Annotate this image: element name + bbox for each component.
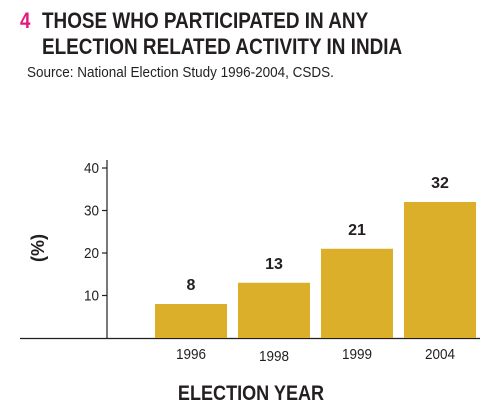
x-tick-label-2004: 2004	[425, 346, 455, 363]
chart-source: Source: National Election Study 1996-200…	[27, 64, 334, 81]
figure-number: 4	[20, 8, 31, 33]
bar-1996	[155, 304, 227, 338]
chart-title-line-1: THOSE WHO PARTICIPATED IN ANY	[42, 8, 369, 33]
y-tick-label: 40	[84, 160, 99, 177]
bar-2004	[404, 202, 476, 338]
data-label-2004: 32	[431, 175, 449, 192]
x-axis-title-text: ELECTION YEAR	[177, 382, 324, 405]
x-tick-label-1999: 1999	[342, 346, 372, 363]
y-axis-title: (%)	[28, 234, 48, 262]
title-row: 4 THOSE WHO PARTICIPATED IN ANY ELECTION…	[20, 8, 461, 60]
data-label-1998: 13	[265, 256, 283, 273]
data-label-1996: 8	[187, 277, 196, 294]
y-tick-label: 30	[84, 203, 99, 220]
chart-title-line-2: ELECTION RELATED ACTIVITY IN INDIA	[42, 34, 403, 59]
bar-1998	[238, 282, 310, 338]
data-label-1999: 21	[348, 222, 366, 239]
bar-1999	[321, 248, 393, 338]
y-tick-label: 20	[84, 245, 99, 262]
chart-header: 4 THOSE WHO PARTICIPATED IN ANY ELECTION…	[20, 8, 461, 60]
x-tick-label-1998: 1998	[259, 348, 289, 365]
chart-title: THOSE WHO PARTICIPATED IN ANY ELECTION R…	[42, 8, 402, 60]
axis-layer: 10 20 30 40 (%)	[20, 160, 480, 340]
y-tick-label: 10	[84, 288, 99, 305]
bar-layer	[155, 202, 476, 338]
x-tick-label-1996: 1996	[176, 346, 206, 363]
label-layer: 8 1996 13 1998 21 1999 32 2004	[176, 175, 455, 365]
x-axis-title: ELECTION YEAR	[0, 382, 499, 406]
